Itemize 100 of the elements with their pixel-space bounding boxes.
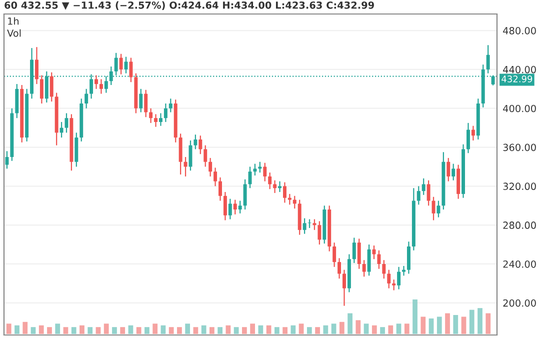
bar — [306, 327, 312, 334]
candlestick — [198, 135, 202, 155]
bar — [453, 315, 458, 334]
bar — [218, 327, 223, 334]
candlestick — [60, 121, 64, 138]
bar — [96, 327, 101, 334]
bar — [177, 327, 182, 334]
bar — [168, 327, 174, 334]
candlestick — [426, 180, 430, 206]
candlestick — [382, 260, 386, 280]
bar — [210, 327, 214, 334]
bar — [88, 327, 93, 334]
candlestick — [302, 218, 306, 234]
bar — [348, 313, 352, 334]
bar — [364, 324, 369, 334]
bar — [71, 327, 76, 334]
bar — [478, 308, 482, 334]
candlestick — [402, 265, 406, 276]
candlestick — [233, 199, 237, 215]
candlestick — [208, 157, 212, 177]
candlestick — [377, 250, 381, 270]
chart-title: Vol — [7, 29, 21, 37]
candlestick — [282, 182, 286, 204]
bar — [461, 316, 466, 334]
bar — [380, 327, 385, 334]
bar — [388, 325, 394, 334]
candlestick — [436, 200, 440, 218]
bar — [412, 299, 418, 334]
candlestick — [288, 193, 292, 206]
bar — [266, 325, 272, 334]
candlestick — [204, 144, 208, 168]
candlestick — [278, 180, 282, 193]
bar — [193, 327, 198, 334]
bar — [47, 327, 52, 334]
candlestick — [292, 195, 296, 210]
bar — [63, 327, 68, 334]
candlestick — [258, 161, 262, 174]
candlestick — [406, 241, 410, 274]
candlestick — [228, 198, 232, 220]
candlestick — [40, 74, 44, 104]
bar — [323, 325, 328, 334]
candlestick — [332, 242, 336, 268]
candlestick — [486, 44, 490, 74]
candlestick — [422, 178, 426, 196]
bar — [234, 327, 239, 334]
y-tick-label: 280.00 — [503, 222, 536, 229]
bar — [339, 322, 344, 334]
bar — [6, 324, 12, 334]
bar — [22, 322, 28, 334]
bar — [396, 324, 402, 334]
chart-subtitle: 1h — [8, 17, 19, 25]
bar — [14, 325, 20, 334]
candlestick — [471, 125, 475, 142]
candlestick — [184, 156, 188, 177]
candlestick — [263, 162, 267, 182]
bar — [128, 325, 134, 334]
candlestick — [312, 218, 316, 230]
candlestick — [99, 78, 103, 94]
candlestick — [243, 178, 247, 210]
candlestick — [362, 260, 366, 278]
y-tick-label: 360.00 — [503, 144, 536, 152]
candlestick — [158, 112, 162, 126]
bar — [282, 327, 288, 334]
y-tick-label: 240.00 — [503, 260, 536, 268]
candlestick — [149, 108, 153, 124]
candlestick — [168, 98, 172, 113]
bar — [331, 324, 336, 334]
bar — [445, 313, 450, 334]
bar — [38, 325, 44, 334]
candlestick — [5, 150, 9, 170]
candlestick — [139, 88, 143, 113]
bar — [290, 325, 296, 334]
candlestick — [194, 134, 198, 150]
bar — [428, 318, 434, 334]
bar — [298, 324, 304, 334]
candlestick — [238, 200, 242, 214]
candlestick — [452, 163, 456, 181]
candlestick — [94, 74, 98, 90]
bar — [185, 324, 190, 334]
bar — [104, 324, 109, 334]
bar — [136, 327, 142, 334]
candlestick — [352, 237, 356, 264]
candlestick — [214, 167, 218, 187]
bar — [486, 313, 491, 334]
y-tick-label: 480.00 — [503, 27, 536, 34]
bar — [436, 316, 442, 334]
candlestick — [154, 114, 158, 128]
candlestick — [392, 279, 396, 291]
candlestick — [50, 72, 54, 102]
bar — [372, 325, 377, 334]
candlestick — [397, 266, 401, 290]
candlestick — [367, 244, 371, 276]
candlestick — [357, 238, 361, 270]
candlestick — [84, 88, 88, 109]
ref-line-label: 432.99 — [502, 76, 532, 82]
bar — [404, 324, 410, 334]
candlestick — [432, 196, 436, 221]
bar — [315, 327, 320, 334]
bar — [242, 327, 247, 334]
candlestick — [144, 89, 148, 118]
